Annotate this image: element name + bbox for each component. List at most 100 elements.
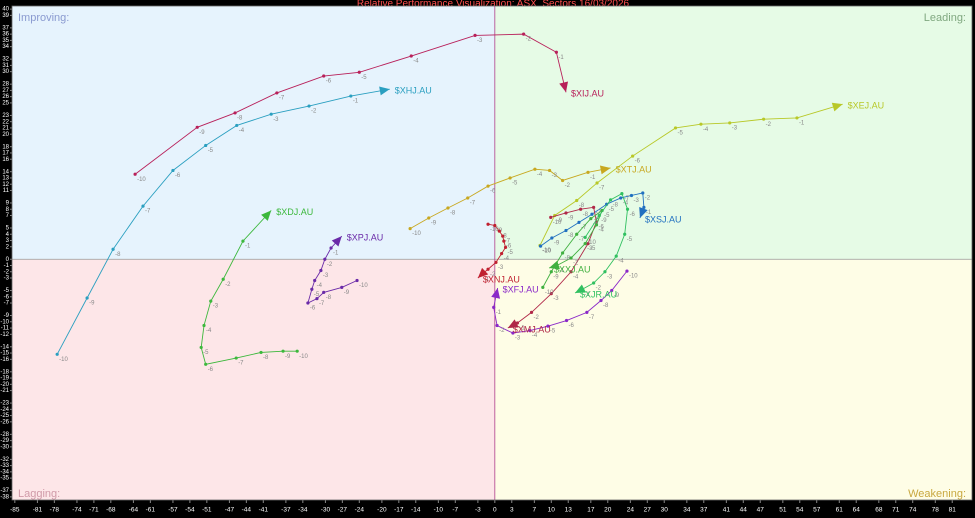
trail-point <box>610 288 614 293</box>
trail-label: -3 <box>732 126 738 132</box>
trail-label: -6 <box>598 224 604 230</box>
trail-label: -4 <box>206 328 212 334</box>
y-tick-label: 13 <box>2 176 9 182</box>
trail-label: -9 <box>431 221 437 227</box>
y-tick-label: 5 <box>6 226 10 232</box>
x-tick-label: 44 <box>740 507 748 514</box>
trail-point <box>493 223 497 228</box>
x-tick-label: 0 <box>493 507 497 514</box>
x-tick-label: 10 <box>548 507 556 514</box>
trail-label: -1 <box>353 99 359 105</box>
x-tick-label: -51 <box>202 507 212 514</box>
trail-point <box>614 254 618 258</box>
trail-label: -10 <box>359 283 368 289</box>
y-tick-label: 34 <box>2 44 9 50</box>
trail-head <box>559 81 569 93</box>
trail-label: -2 <box>596 286 602 292</box>
trail-point <box>508 176 512 180</box>
y-tick-label: -34 <box>0 469 9 475</box>
trail-point <box>486 184 490 188</box>
trail-head <box>507 319 519 329</box>
trail-point <box>529 310 534 315</box>
trail-label: -2 <box>490 272 496 278</box>
y-tick-label: 26 <box>2 94 9 100</box>
trail-point <box>595 181 599 185</box>
trail-point <box>549 292 553 296</box>
y-tick-label: -2 <box>4 269 10 275</box>
y-tick-label: -23 <box>0 401 9 407</box>
trail-point <box>427 216 431 220</box>
trail-point <box>204 362 208 366</box>
trail-label: -10 <box>629 274 638 280</box>
trail-point <box>202 323 206 328</box>
trail-label: -3 <box>498 265 504 271</box>
trail-point <box>357 70 361 74</box>
trail-point <box>340 285 344 289</box>
trail-label: -3 <box>323 273 329 279</box>
trail-label: -2 <box>311 109 317 115</box>
x-tick-label: 24 <box>627 507 635 514</box>
trail-point <box>579 207 583 211</box>
x-tick-label: 20 <box>604 507 612 514</box>
trail-head <box>261 210 272 221</box>
y-tick-label: 35 <box>2 38 9 44</box>
y-tick-label: 32 <box>2 57 9 63</box>
trail-point <box>583 242 587 246</box>
x-tick-label: -85 <box>10 507 20 514</box>
quadrant-improving <box>12 6 495 260</box>
trail-point <box>171 168 175 173</box>
trail-point <box>281 349 285 353</box>
trail-point <box>492 305 496 310</box>
trail-label: -9 <box>285 354 291 360</box>
trail-point <box>446 206 450 210</box>
trail-point <box>315 297 319 301</box>
trail-label: -4 <box>598 227 604 233</box>
y-tick-label: 16 <box>2 157 9 163</box>
trail-point <box>549 270 553 274</box>
trail-label: -6 <box>326 79 332 85</box>
y-tick-label: 30 <box>2 69 9 75</box>
trail-label: -1 <box>558 55 564 61</box>
trail-point <box>313 278 317 283</box>
trail-point <box>522 32 526 36</box>
y-tick-label: 31 <box>2 63 9 69</box>
trail-point <box>319 268 323 273</box>
y-tick-label: 4 <box>6 232 10 238</box>
y-tick-label: 11 <box>3 188 10 194</box>
series-label: $XEJ.AU <box>848 101 885 111</box>
x-tick-label: -20 <box>377 507 387 514</box>
trail-label: -2 <box>225 282 231 288</box>
trail-label: -6 <box>490 189 496 195</box>
trail-label: -4 <box>317 283 323 289</box>
trail-label: -1 <box>590 175 596 181</box>
trail-label: -5 <box>203 350 209 356</box>
trail-label: -5 <box>678 131 684 137</box>
y-tick-label: 21 <box>2 126 9 132</box>
series-label: $XMJ.AU <box>513 324 551 334</box>
x-tick-label: -74 <box>72 507 82 514</box>
trail-label: -3 <box>273 117 279 123</box>
trail-label: -2 <box>327 262 333 268</box>
trail-label: -5 <box>609 207 615 213</box>
trail-point <box>620 191 624 196</box>
trail-label: -1 <box>519 326 525 332</box>
trail-point <box>762 117 766 121</box>
trail-label: -8 <box>115 252 121 258</box>
trail-head <box>477 267 489 279</box>
trail-label: -7 <box>581 225 587 231</box>
trail-point <box>564 211 568 215</box>
trail-point <box>502 239 506 243</box>
trail-point <box>642 205 646 209</box>
trail-label: -3 <box>633 198 639 204</box>
trail-point <box>233 111 237 115</box>
trail-label: -4 <box>703 127 709 133</box>
y-tick-label: -19 <box>0 376 9 382</box>
trail-point <box>259 350 263 355</box>
plot-border <box>11 5 973 501</box>
trail-point <box>608 198 613 202</box>
trail-label: -6 <box>569 323 575 329</box>
trail-point <box>619 196 623 200</box>
trail-label: -7 <box>579 237 585 243</box>
trail-point <box>590 212 594 216</box>
y-tick-label: -29 <box>0 438 9 444</box>
